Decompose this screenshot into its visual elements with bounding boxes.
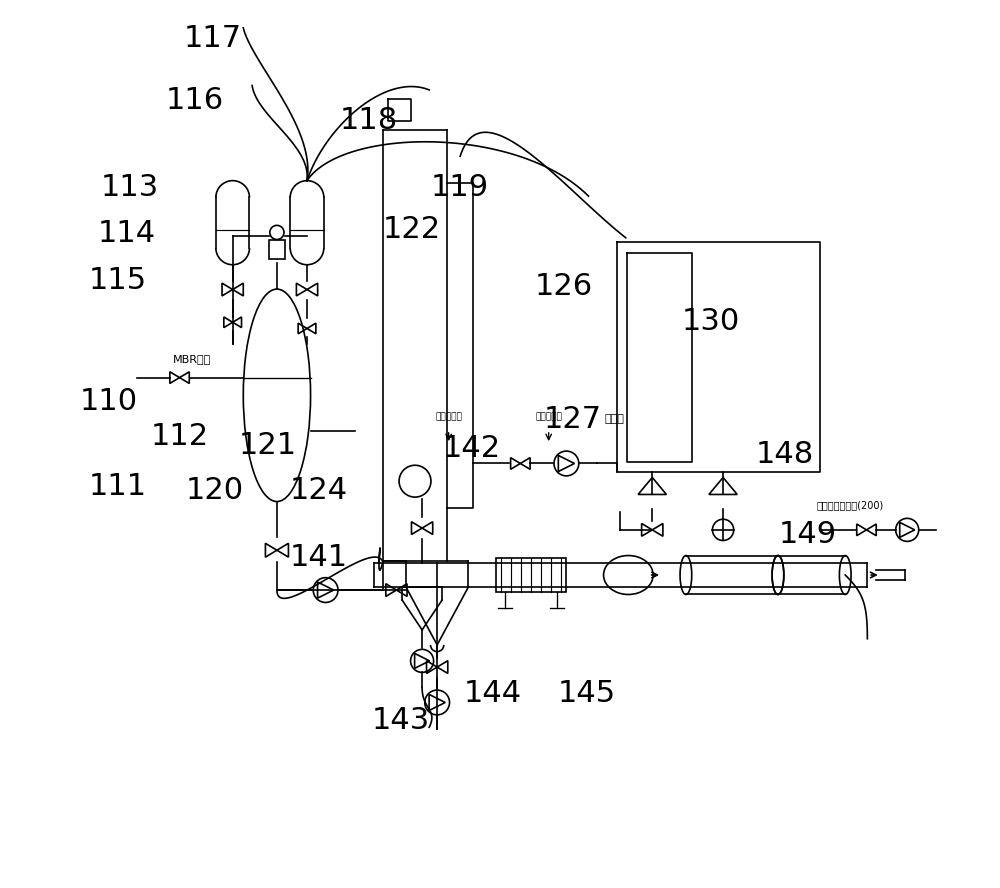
Text: 116: 116 xyxy=(166,86,224,115)
Text: 127: 127 xyxy=(544,405,602,433)
Text: 115: 115 xyxy=(89,266,147,295)
Text: 141: 141 xyxy=(289,543,348,572)
Text: 110: 110 xyxy=(80,387,138,416)
Text: 142: 142 xyxy=(443,434,501,463)
Text: 118: 118 xyxy=(340,107,398,135)
Text: 148: 148 xyxy=(756,440,814,469)
Text: 120: 120 xyxy=(186,476,244,504)
Text: 143: 143 xyxy=(372,706,430,734)
Text: 119: 119 xyxy=(431,173,489,202)
Text: 145: 145 xyxy=(558,679,616,708)
Text: MBR出水: MBR出水 xyxy=(173,353,211,364)
Text: 124: 124 xyxy=(289,476,348,504)
Text: 130: 130 xyxy=(682,307,740,337)
Text: 149: 149 xyxy=(779,519,837,549)
Text: 117: 117 xyxy=(183,24,241,53)
Bar xyxy=(496,559,566,591)
Text: 111: 111 xyxy=(89,472,147,501)
Bar xyxy=(269,240,285,259)
Text: 144: 144 xyxy=(464,679,522,708)
Text: 126: 126 xyxy=(535,272,593,301)
Text: 排污口: 排污口 xyxy=(604,414,624,424)
Text: 113: 113 xyxy=(101,173,159,202)
Text: 121: 121 xyxy=(239,432,297,460)
Text: 114: 114 xyxy=(97,218,155,248)
Text: 112: 112 xyxy=(150,423,209,451)
Text: 122: 122 xyxy=(382,215,441,244)
Text: 接电解净化系统(200): 接电解净化系统(200) xyxy=(817,500,884,510)
Text: 上清液储罐: 上清液储罐 xyxy=(535,412,562,421)
Text: 上清液储罐: 上清液储罐 xyxy=(435,412,462,421)
